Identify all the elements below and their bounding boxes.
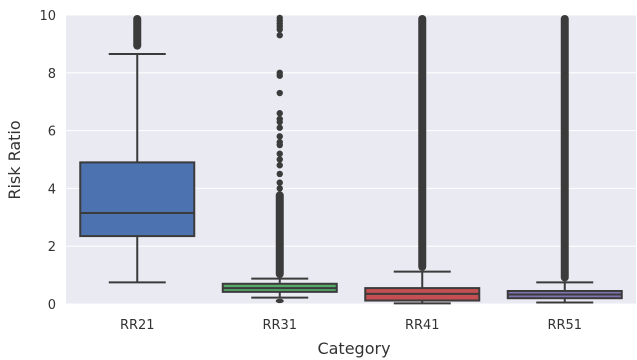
outlier-point	[276, 170, 283, 178]
y-tick-label: 4	[48, 182, 56, 197]
box-rr41	[364, 15, 481, 305]
box-rr51	[506, 15, 623, 304]
outlier-band	[560, 15, 569, 282]
outlier-point	[276, 118, 283, 126]
outlier-point	[276, 14, 283, 22]
outlier-point	[276, 133, 283, 140]
outlier-band	[418, 15, 427, 271]
box-rr21	[79, 15, 196, 284]
outlier-point	[276, 69, 283, 77]
x-tick-labels: RR21 RR31 RR41 RR51	[120, 318, 582, 333]
x-tick-label: RR21	[120, 318, 155, 333]
y-tick-label: 0	[48, 298, 56, 313]
boxes-layer	[79, 14, 623, 305]
y-tick-label: 8	[48, 67, 56, 82]
y-axis-title: Risk Ratio	[5, 120, 24, 199]
box-rr31	[221, 14, 338, 304]
iqr-box	[79, 161, 196, 238]
outlier-band	[275, 298, 284, 304]
x-tick-label: RR31	[262, 318, 297, 333]
x-tick-label: RR41	[405, 318, 440, 333]
outlier-point	[276, 179, 283, 186]
outlier-point	[276, 141, 283, 149]
x-axis-title: Category	[317, 339, 390, 358]
outlier-point	[276, 150, 283, 157]
outlier-band	[275, 191, 284, 278]
plot-area	[66, 15, 636, 304]
outlier-point	[276, 32, 283, 39]
x-tick-label: RR51	[547, 318, 582, 333]
outlier-point	[276, 124, 283, 131]
outlier-band	[133, 15, 142, 50]
y-tick-label: 2	[48, 240, 56, 255]
outlier-point	[276, 110, 283, 117]
outlier-point	[276, 162, 283, 169]
outlier-point	[276, 185, 283, 192]
outlier-point	[276, 156, 283, 163]
outlier-point	[276, 89, 283, 97]
y-tick-labels: 0 2 4 6 8 10	[39, 9, 56, 313]
y-tick-label: 10	[39, 9, 56, 24]
y-tick-label: 6	[48, 125, 56, 140]
